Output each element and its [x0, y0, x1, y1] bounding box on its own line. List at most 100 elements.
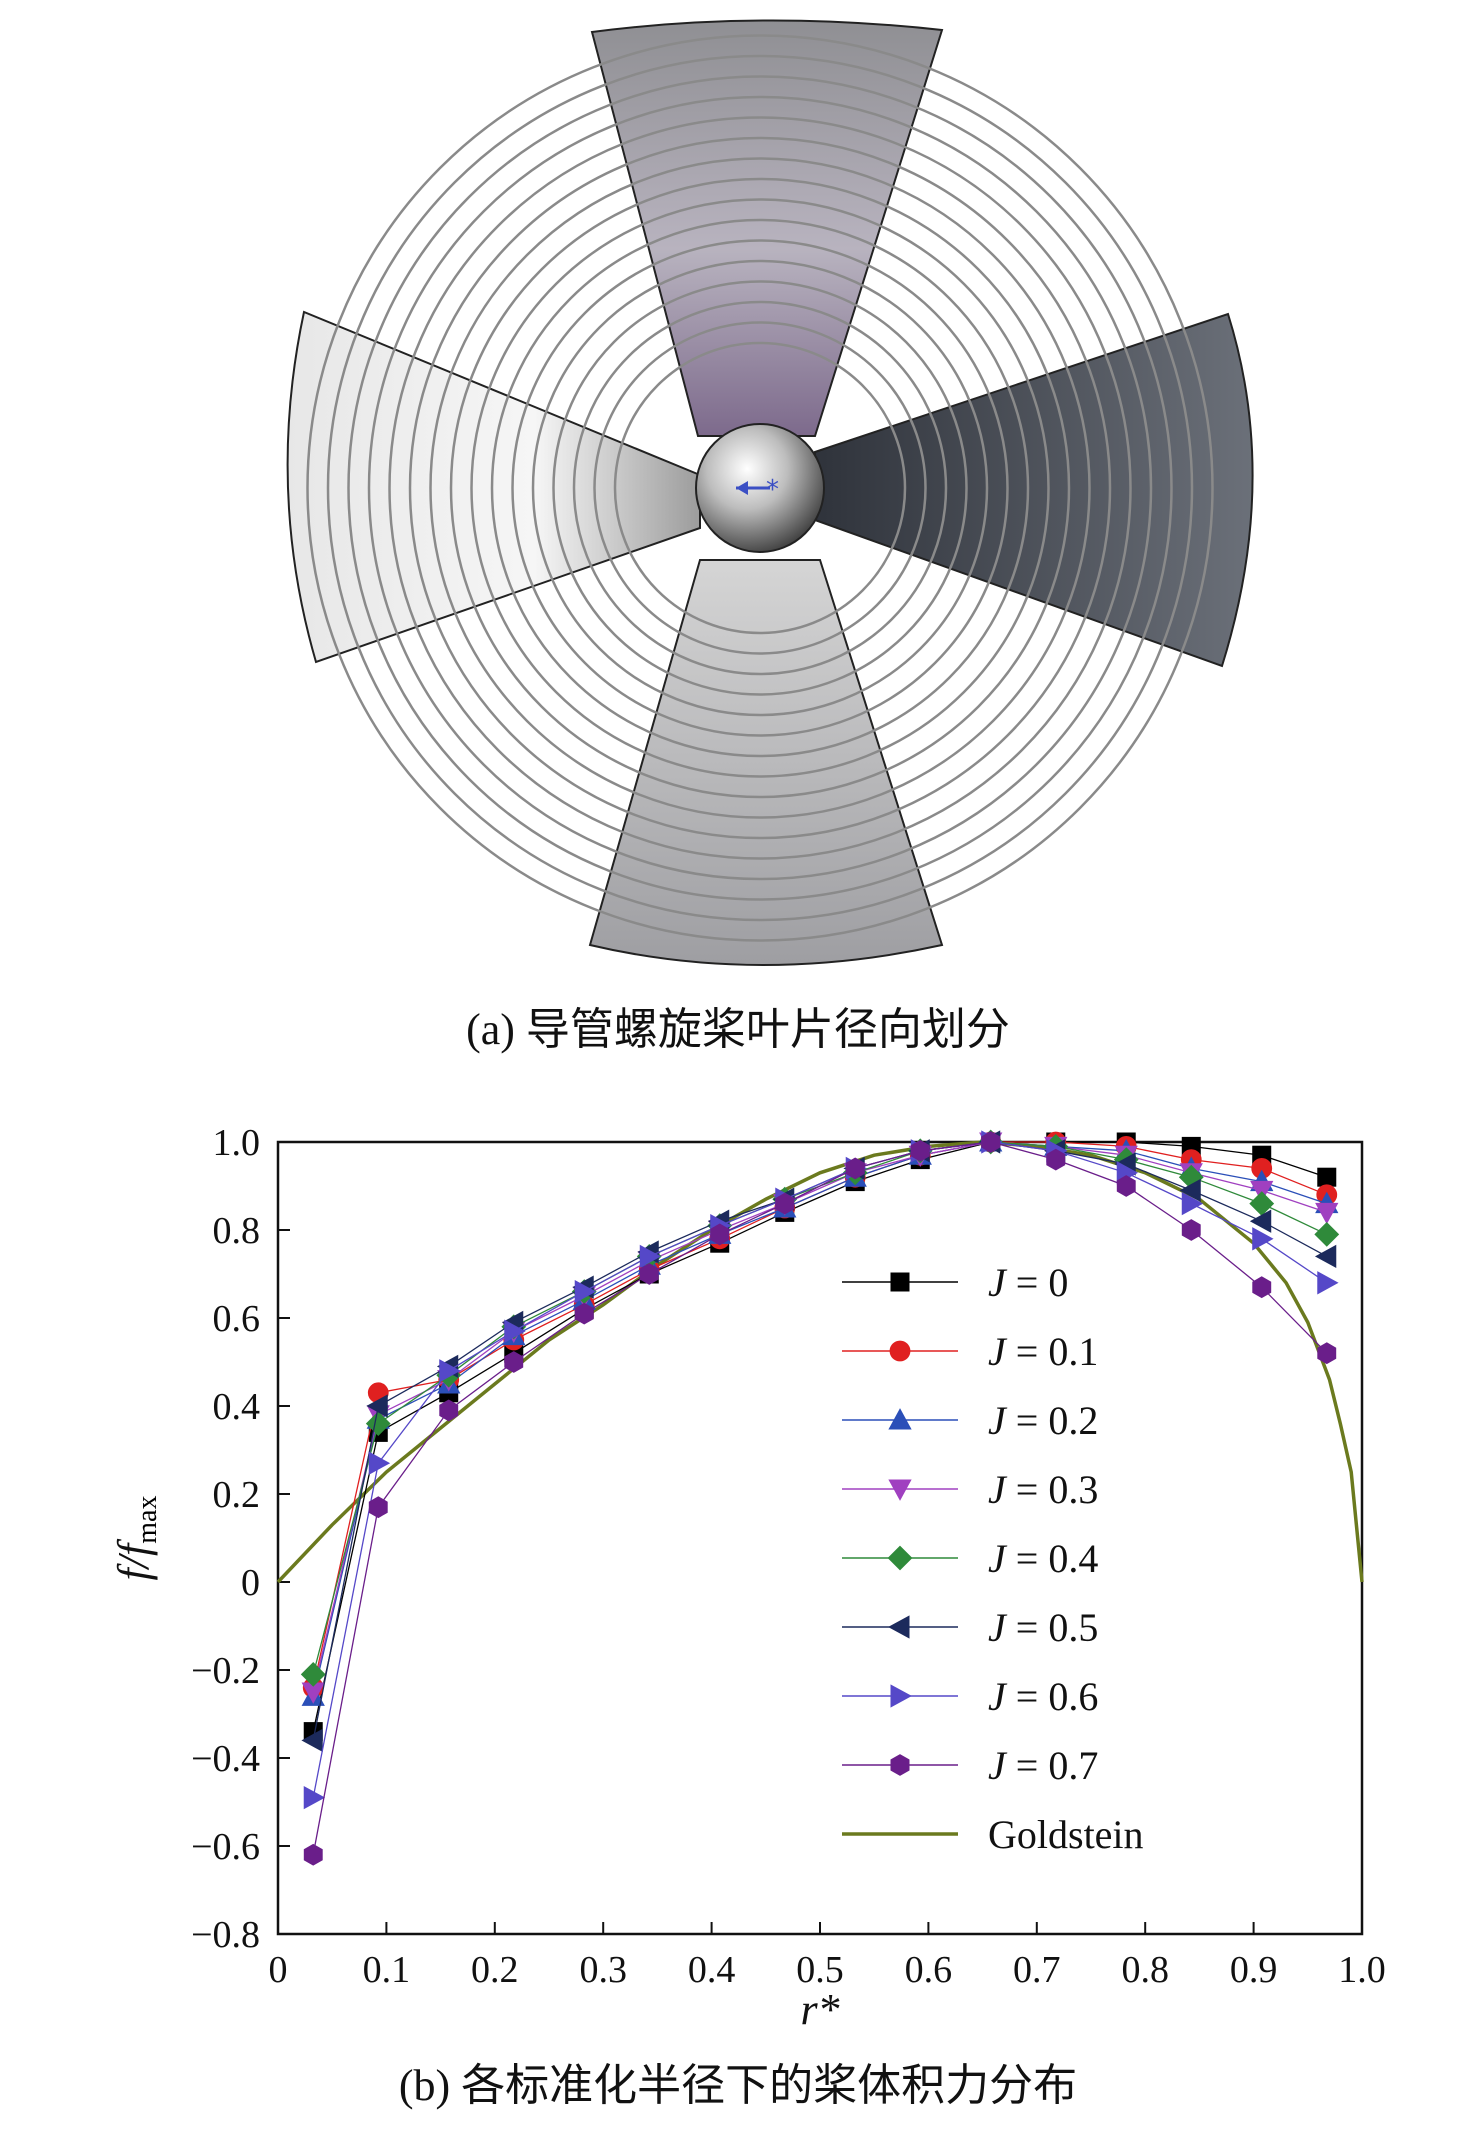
y-tick-label: 0.4 [213, 1386, 261, 1428]
data-point [1317, 1271, 1339, 1295]
data-point [1181, 1219, 1201, 1241]
data-point [574, 1302, 594, 1325]
legend-item-goldstein: Goldstein [842, 1812, 1144, 1857]
series-j-2 [301, 1130, 1339, 1706]
y-tick-label: 0.6 [213, 1298, 261, 1340]
division-ring [408, 136, 1112, 840]
data-point [439, 1399, 459, 1422]
legend-label: J = 0.7 [988, 1743, 1098, 1788]
x-tick-label: 1.0 [1338, 1949, 1386, 1991]
data-point [775, 1192, 795, 1215]
force-distribution-chart: 0 0.1 0.2 0.3 0.4 0.5 0.6 0.7 0.8 0.9 1.0 −0.8 −0.6… [109, 1122, 1386, 2034]
series-j-0 [303, 1132, 1337, 1742]
propeller-blades [286, 19, 1254, 966]
division-ring [429, 157, 1091, 819]
legend-item: J = 0.2 [842, 1398, 1098, 1443]
x-tick-label: 0.9 [1230, 1949, 1278, 1991]
division-ring [326, 54, 1194, 922]
hub-axis-marker: * [736, 475, 779, 505]
x-tick-label: 0 [269, 1949, 288, 1991]
data-point [365, 1411, 391, 1437]
legend-label: J = 0.3 [988, 1467, 1098, 1512]
data-point [1181, 1191, 1204, 1216]
panel-b-caption: (b) 各标准化半径下的桨体积力分布 [399, 2061, 1077, 2110]
y-axis-label: f/fmax [109, 1496, 163, 1581]
data-point [300, 1661, 326, 1687]
data-point [1116, 1175, 1136, 1197]
x-axis-label: r* [800, 1985, 839, 2034]
division-ring [490, 218, 1030, 758]
y-tick-label: 1.0 [213, 1122, 261, 1164]
series-j-7 [303, 1131, 1337, 1866]
series-line [312, 1141, 1328, 1688]
radial-division-rings [306, 34, 1214, 942]
data-point [1314, 1221, 1340, 1247]
data-point [504, 1319, 526, 1343]
data-point [574, 1279, 597, 1304]
data-point [368, 1496, 388, 1519]
data-point [639, 1263, 659, 1285]
data-point [1317, 1342, 1337, 1365]
series-line [312, 1141, 1328, 1732]
data-point [1314, 1244, 1337, 1269]
legend-item: J = 0.6 [842, 1674, 1098, 1719]
division-ring [367, 95, 1153, 881]
data-point [710, 1223, 730, 1246]
division-ring [306, 34, 1214, 942]
y-tick-label: −0.4 [191, 1738, 260, 1780]
panel-a-caption: (a) 导管螺旋桨叶片径向划分 [466, 1005, 1010, 1054]
data-point [1317, 1167, 1337, 1187]
y-tick-label: 0.2 [213, 1474, 261, 1516]
data-point [845, 1157, 865, 1180]
series-line [312, 1141, 1328, 1741]
legend-label: J = 0.4 [988, 1536, 1098, 1581]
legend-marker [890, 1272, 910, 1292]
legend-marker [887, 1545, 913, 1571]
data-point [1315, 1202, 1339, 1225]
y-tick-label: −0.8 [191, 1914, 260, 1956]
legend-label: Goldstein [988, 1812, 1144, 1857]
legend-item: J = 0.7 [842, 1743, 1098, 1788]
blade-top [590, 19, 944, 437]
data-point [1179, 1178, 1201, 1203]
y-tick-label: 0.8 [213, 1210, 261, 1252]
series-line [312, 1141, 1328, 1693]
x-tick-label: 0.2 [471, 1949, 519, 1991]
legend-label: J = 0 [988, 1260, 1068, 1305]
svg-text:*: * [766, 475, 779, 505]
y-tick-label: −0.2 [191, 1650, 260, 1692]
data-point [366, 1394, 388, 1418]
x-tick-label: 0.3 [579, 1949, 627, 1991]
series-j-3 [301, 1132, 1339, 1704]
legend-item: J = 0.3 [842, 1467, 1098, 1512]
plot-frame [276, 1140, 1364, 1936]
data-point [439, 1359, 461, 1383]
division-ring [572, 300, 948, 676]
y-axis-ticks: −0.8 −0.6 −0.4 −0.2 0 0.2 0.4 0.6 0.8 1.0 [191, 1122, 290, 1956]
legend-item: J = 0 [842, 1260, 1068, 1305]
legend-item: J = 0.4 [842, 1536, 1098, 1581]
series-line [312, 1141, 1328, 1697]
legend-marker [888, 1408, 912, 1430]
legend-marker [889, 1340, 911, 1362]
legend: J = 0 J = 0.1 J = 0.2 J = 0.3 J = 0.4 J = 0.5… [842, 1260, 1144, 1857]
legend-marker [890, 1684, 912, 1708]
series-line [312, 1141, 1328, 1798]
data-point [981, 1131, 1001, 1153]
y-axis-label-main: f/f [109, 1538, 158, 1580]
x-axis-ticks: 0 0.1 0.2 0.3 0.4 0.5 0.6 0.7 0.8 0.9 1.0 [269, 1922, 1386, 1991]
legend-marker [888, 1615, 910, 1639]
data-point [301, 1728, 323, 1753]
division-ring [388, 116, 1132, 860]
division-ring [552, 280, 968, 696]
series-layer [276, 1129, 1364, 1866]
x-tick-label: 0.7 [1013, 1949, 1061, 1991]
legend-label: J = 0.5 [988, 1605, 1098, 1650]
x-tick-label: 0.4 [688, 1949, 736, 1991]
data-point [303, 1843, 323, 1866]
division-ring [449, 177, 1071, 799]
data-point [639, 1244, 662, 1269]
data-point [1252, 1227, 1274, 1251]
legend-label: J = 0.2 [988, 1398, 1098, 1443]
